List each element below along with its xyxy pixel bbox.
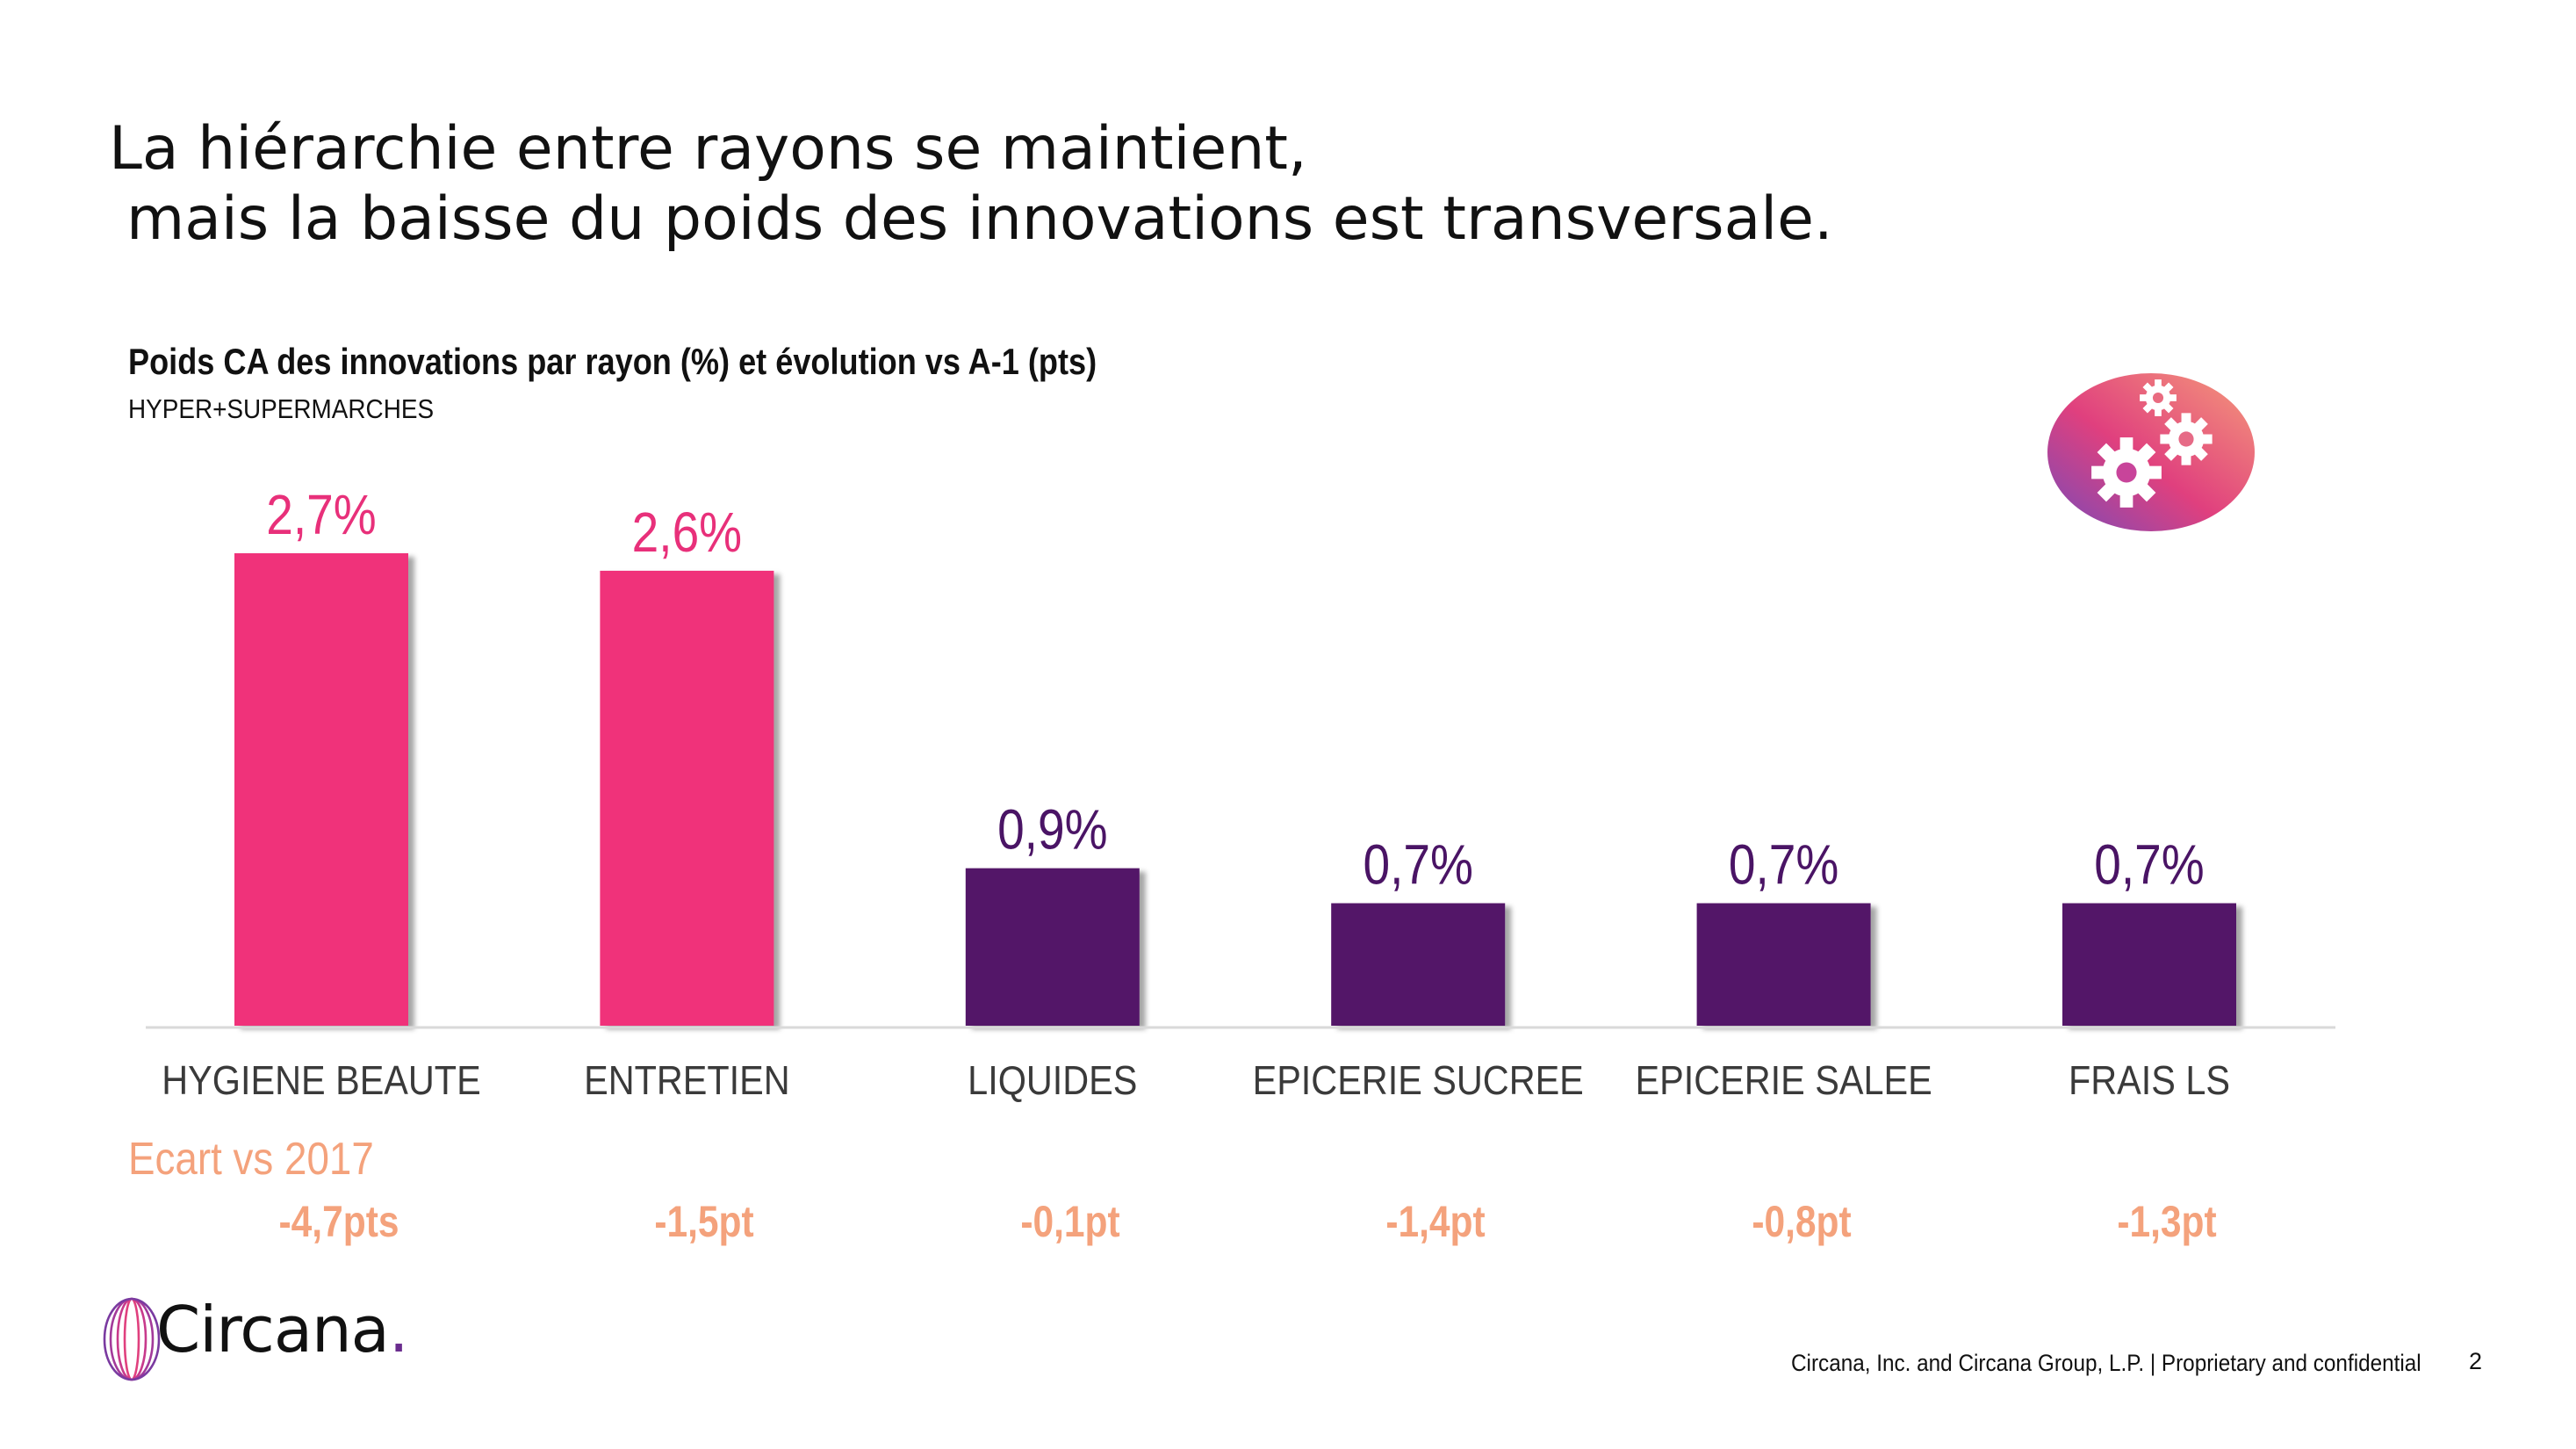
slide-title-line2: mais la baisse du poids des innovations … xyxy=(126,184,1833,254)
delta-4: -0,8pt xyxy=(1751,1197,1852,1246)
bar-1 xyxy=(600,570,774,1026)
category-label-0: HYGIENE BEAUTE xyxy=(162,1058,480,1104)
chart-subtitle: HYPER+SUPERMARCHES xyxy=(128,393,435,424)
page-number: 2 xyxy=(2469,1348,2483,1374)
circana-logo-text: Circana. xyxy=(156,1293,409,1366)
circana-logo: Circana. xyxy=(102,1291,418,1388)
category-label-1: ENTRETIEN xyxy=(584,1058,790,1104)
bar-4 xyxy=(1696,903,1871,1026)
delta-3: -1,4pt xyxy=(1385,1197,1486,1246)
value-label-0: 2,7% xyxy=(266,483,376,546)
chart-title: Poids CA des innovations par rayon (%) e… xyxy=(128,341,1097,382)
bar-chart: 2,7% HYGIENE BEAUTE 2,6% ENTRETIEN 0,9% LIQUI… xyxy=(146,483,2335,1104)
bar-5 xyxy=(2062,903,2236,1026)
bar-0 xyxy=(234,553,408,1026)
delta-0: -4,7pts xyxy=(278,1197,399,1246)
slide-title-line1: La hiérarchie entre rayons se maintient, xyxy=(109,114,1307,184)
gears-icon xyxy=(2046,325,2256,536)
slide-title: La hiérarchie entre rayons se maintient,… xyxy=(109,114,1833,255)
delta-5: -1,3pt xyxy=(2117,1197,2217,1246)
footer-confidential: Circana, Inc. and Circana Group, L.P. | … xyxy=(1791,1350,2421,1376)
value-label-3: 0,7% xyxy=(1363,833,1472,897)
category-label-4: EPICERIE SALEE xyxy=(1636,1058,1932,1104)
value-label-5: 0,7% xyxy=(2094,833,2204,897)
delta-1: -1,5pt xyxy=(654,1197,755,1246)
value-label-2: 0,9% xyxy=(997,798,1107,861)
bar-2 xyxy=(965,868,1140,1026)
value-label-1: 2,6% xyxy=(632,501,742,564)
bar-3 xyxy=(1331,903,1506,1026)
category-label-3: EPICERIE SUCREE xyxy=(1253,1058,1584,1104)
ecart-label: Ecart vs 2017 xyxy=(128,1134,374,1185)
category-label-2: LIQUIDES xyxy=(968,1058,1137,1104)
delta-2: -0,1pt xyxy=(1020,1197,1120,1246)
category-label-5: FRAIS LS xyxy=(2069,1058,2230,1104)
circana-logo-mark xyxy=(103,1297,161,1381)
value-label-4: 0,7% xyxy=(1729,833,1838,897)
